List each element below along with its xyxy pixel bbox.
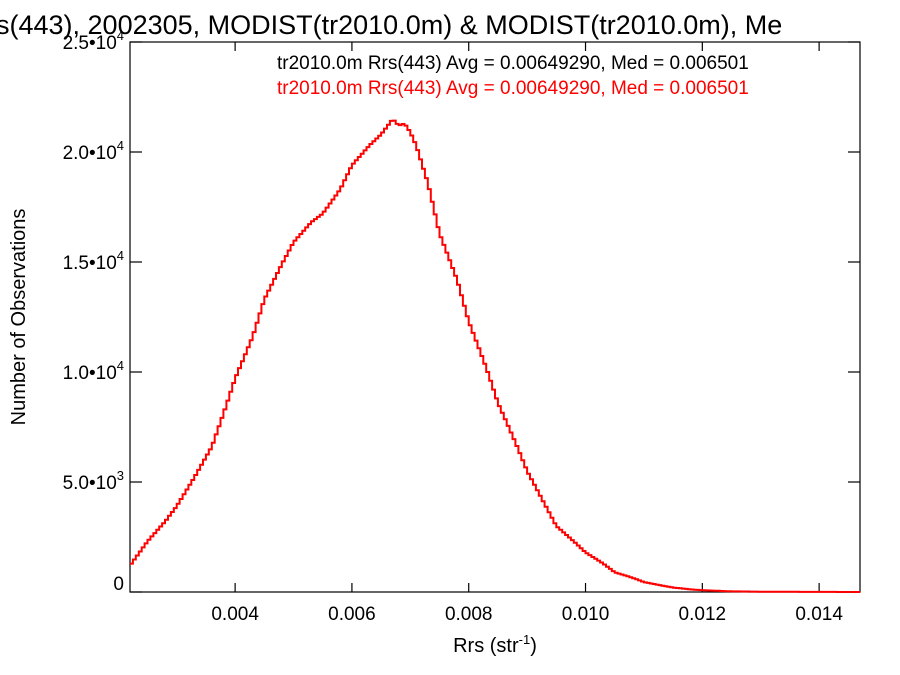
x-axis-label: Rrs (str-1)	[453, 632, 537, 657]
histogram-series-line	[130, 119, 860, 593]
y-tick-label: 0	[113, 574, 124, 595]
x-tick-label: 0.012	[679, 604, 727, 625]
legend-entry-1: tr2010.0m Rrs(443) Avg = 0.00649290, Med…	[277, 53, 749, 74]
x-axis: 0.004 0.006 0.008 0.010 0.012 0.014	[211, 42, 843, 625]
x-tick-label: 0.014	[795, 604, 843, 625]
x-tick-label: 0.006	[328, 604, 376, 625]
plot-frame	[129, 41, 861, 593]
y-tick-label: 5.0•103	[63, 468, 124, 494]
legend-entry-2: tr2010.0m Rrs(443) Avg = 0.00649290, Med…	[277, 78, 749, 99]
y-axis: 0 5.0•103 1.0•104 1.5•104 2.0•104 2.5•104	[63, 28, 860, 595]
y-tick-label: 2.5•104	[63, 28, 124, 54]
y-tick-label: 1.5•104	[63, 248, 124, 274]
x-tick-label: 0.004	[211, 604, 259, 625]
y-tick-label: 1.0•104	[63, 358, 124, 384]
x-tick-label: 0.010	[562, 604, 610, 625]
y-tick-label: 2.0•104	[63, 138, 124, 164]
y-axis-label: Number of Observations	[8, 209, 30, 426]
x-tick-label: 0.008	[445, 604, 493, 625]
chart-title: s(443), 2002305, MODIST(tr2010.0m) & MOD…	[0, 10, 782, 40]
